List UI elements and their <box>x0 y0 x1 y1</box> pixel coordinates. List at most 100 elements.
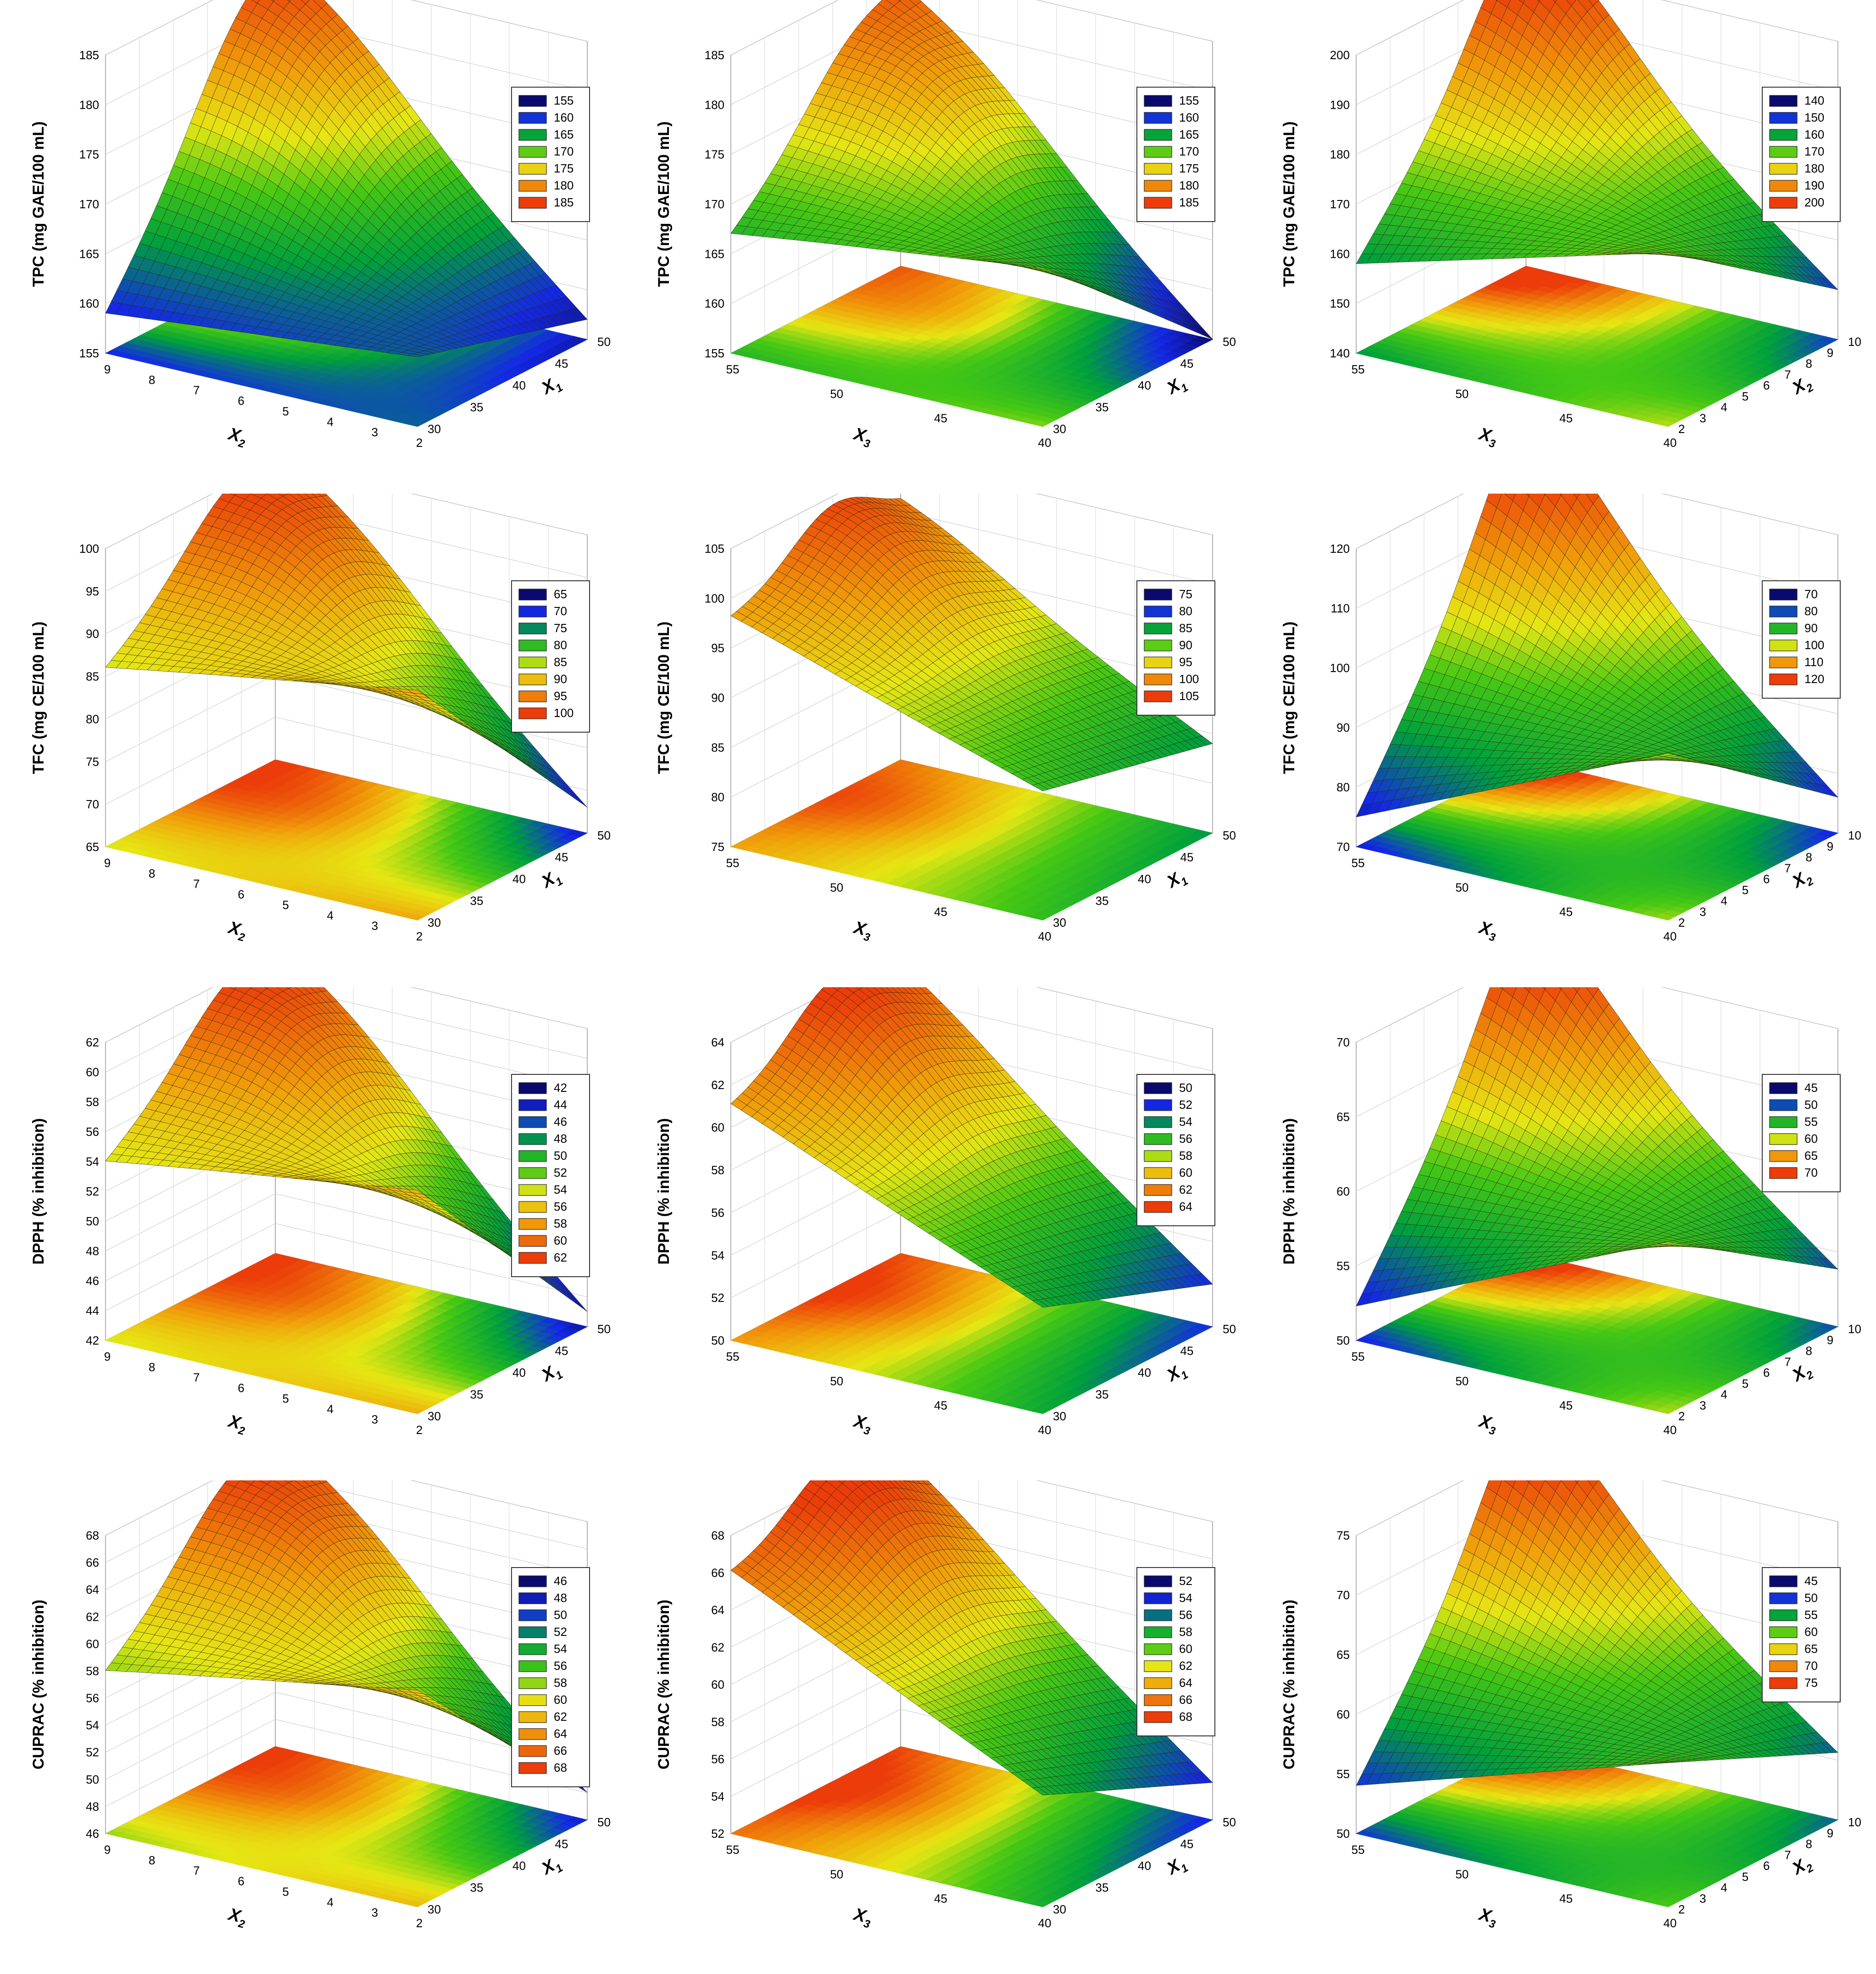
z-tick-label: 180 <box>1330 148 1350 161</box>
y-tick-label: 50 <box>1223 335 1236 349</box>
legend-swatch <box>1769 95 1798 107</box>
z-tick-label: 160 <box>79 297 99 311</box>
legend-swatch <box>1769 163 1798 175</box>
surface-cell <box>898 0 902 1</box>
legend-label: 160 <box>1179 111 1199 124</box>
y-tick-label: 35 <box>470 400 484 414</box>
z-tick-label: 180 <box>79 98 99 111</box>
x-tick-label: 7 <box>193 384 200 397</box>
x-tick-label: 55 <box>1352 362 1365 376</box>
response-surface <box>730 0 1213 339</box>
z-axis-title: TPC (mg GAE/100 mL) <box>1280 122 1298 287</box>
grid-line <box>105 717 588 805</box>
x-tick-label: 4 <box>327 415 333 428</box>
z-axis-title: TPC (mg GAE/100 mL) <box>655 122 673 287</box>
legend-label: 200 <box>1804 195 1824 209</box>
z-tick-label: 170 <box>79 197 99 211</box>
y-tick-label: 50 <box>597 335 611 349</box>
legend-swatch <box>1769 197 1798 209</box>
x-tick-label: 40 <box>1664 436 1677 450</box>
contour-cell <box>567 336 588 344</box>
legend-swatch <box>518 163 547 175</box>
x-axis-title: X3 <box>850 424 874 450</box>
legend-label: 175 <box>1179 161 1199 175</box>
y-tick-label: 9 <box>1827 346 1833 360</box>
x-axis-title: X3 <box>1475 424 1499 450</box>
x-tick-label: 45 <box>1559 411 1573 425</box>
x-tick-label: 50 <box>1455 387 1469 400</box>
y-tick-label: 45 <box>1180 357 1194 371</box>
surface-cell <box>1537 0 1541 2</box>
y-tick-label: 6 <box>1763 378 1770 392</box>
legend-label: 160 <box>554 111 573 124</box>
legend-swatch <box>1144 129 1172 141</box>
z-tick-label: 155 <box>79 346 99 360</box>
y-axis-title: X1 <box>538 373 565 401</box>
x-tick-label: 2 <box>416 436 423 450</box>
legend-label: 165 <box>1179 128 1199 141</box>
x-tick-label: 45 <box>934 411 947 425</box>
z-tick-label: 185 <box>705 48 724 62</box>
legend-label: 155 <box>554 94 573 107</box>
legend-swatch <box>1144 163 1172 175</box>
x-tick-label: 50 <box>830 387 843 400</box>
y-tick-label: 40 <box>1138 378 1151 392</box>
y-tick-label: 10 <box>1848 335 1861 349</box>
legend-label: 190 <box>1804 178 1824 192</box>
y-tick-label: 7 <box>1784 367 1791 381</box>
y-tick-label: 2 <box>1678 422 1685 436</box>
legend-label: 160 <box>1804 128 1824 141</box>
response-surface <box>105 0 588 357</box>
z-tick-label: 170 <box>705 197 724 211</box>
grid-line <box>105 493 588 549</box>
y-tick-label: 30 <box>1053 422 1066 436</box>
y-tick-label: 4 <box>1721 400 1727 414</box>
z-tick-label: 155 <box>705 346 724 360</box>
surface-cell <box>287 0 291 2</box>
contour-floor <box>1355 266 1839 427</box>
surface-cell <box>407 354 423 357</box>
legend-swatch <box>1144 197 1172 209</box>
y-tick-label: 5 <box>1742 389 1748 403</box>
z-tick-label: 160 <box>705 297 724 311</box>
legend-label: 180 <box>1179 178 1199 192</box>
z-tick-label: 170 <box>1330 197 1350 211</box>
z-tick-label: 140 <box>1330 346 1350 360</box>
z-tick-label: 185 <box>79 48 99 62</box>
legend-label: 170 <box>1804 145 1824 158</box>
z-tick-label: 175 <box>705 148 724 161</box>
y-tick-label: 35 <box>1096 400 1109 414</box>
z-tick-label: 180 <box>705 98 724 111</box>
x-tick-label: 40 <box>1038 436 1052 450</box>
z-tick-label: 190 <box>1330 98 1350 111</box>
legend-label: 170 <box>554 145 573 158</box>
x-tick-label: 55 <box>726 362 740 376</box>
x-axis-title: X2 <box>225 424 249 450</box>
legend-swatch <box>1769 112 1798 124</box>
surface-plot-2: 155 160 165 170 175 180 185 TPC (mg GAE/100 mL)… <box>655 0 1236 450</box>
surface-cell <box>1032 266 1049 270</box>
x-tick-label: 6 <box>238 394 244 408</box>
legend-label: 175 <box>554 161 573 175</box>
contour-floor <box>105 759 588 921</box>
legend-label: 185 <box>1179 195 1199 209</box>
y-tick-label: 45 <box>555 357 568 371</box>
legend-swatch <box>518 95 547 107</box>
y-tick-label: 30 <box>428 422 441 436</box>
legend-swatch <box>1769 146 1798 158</box>
y-tick-label: 3 <box>1699 411 1706 425</box>
legend-swatch <box>1144 146 1172 158</box>
grid-line <box>105 0 588 56</box>
legend-label: 140 <box>1804 94 1824 107</box>
legend-label: 170 <box>1179 145 1199 158</box>
z-axis-title: TPC (mg GAE/100 mL) <box>30 122 47 287</box>
